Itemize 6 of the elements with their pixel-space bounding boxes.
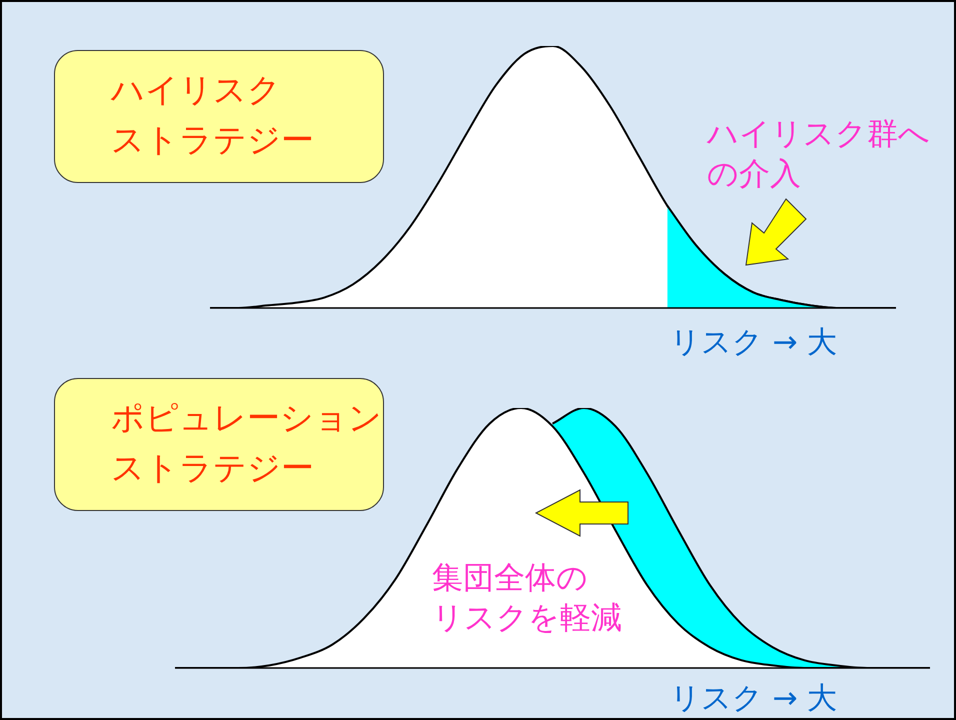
x-axis-title: リスク → 大 bbox=[670, 680, 838, 718]
x-axis-title: リスク → 大 bbox=[670, 324, 838, 362]
annotation: ハイリスク群への介入 bbox=[707, 115, 930, 194]
text: ポピュレーションストラテジー bbox=[54, 378, 384, 511]
text: ハイリスクストラテジー bbox=[54, 50, 384, 183]
annotation: 集団全体のリスクを軽減 bbox=[432, 559, 622, 638]
